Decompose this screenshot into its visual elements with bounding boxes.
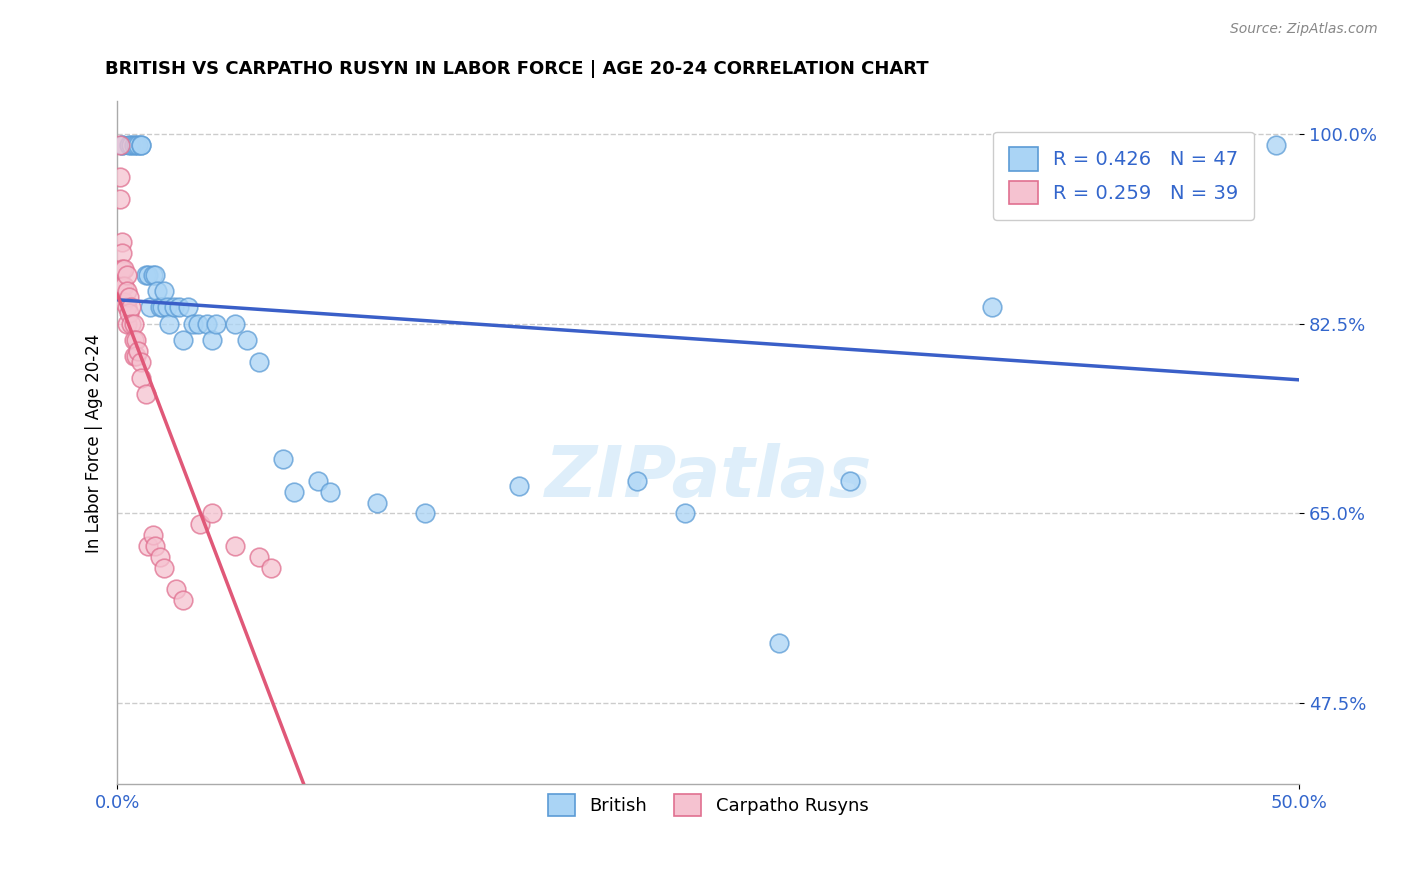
Text: Source: ZipAtlas.com: Source: ZipAtlas.com <box>1230 22 1378 37</box>
Point <box>111 246 134 260</box>
Point <box>163 301 186 315</box>
Point <box>149 301 172 315</box>
Point <box>118 289 141 303</box>
Point <box>122 349 145 363</box>
Point <box>307 474 329 488</box>
Point <box>120 137 142 152</box>
Point <box>224 317 246 331</box>
Point <box>118 137 141 152</box>
Point <box>366 495 388 509</box>
Point <box>108 137 131 152</box>
Point <box>181 317 204 331</box>
Point <box>122 333 145 347</box>
Point <box>129 137 152 152</box>
Point <box>111 262 134 277</box>
Point <box>129 371 152 385</box>
Point <box>157 317 180 331</box>
Point <box>236 333 259 347</box>
Point <box>142 528 165 542</box>
Point <box>188 517 211 532</box>
Point <box>125 349 148 363</box>
Point <box>111 235 134 250</box>
Legend: British, Carpatho Rusyns: British, Carpatho Rusyns <box>541 787 876 823</box>
Point <box>139 301 162 315</box>
Point <box>768 636 790 650</box>
Point <box>153 560 176 574</box>
Point <box>205 317 228 331</box>
Point <box>135 387 157 401</box>
Point <box>150 301 173 315</box>
Point <box>118 306 141 320</box>
Point <box>115 317 138 331</box>
Point <box>195 317 218 331</box>
Point <box>153 284 176 298</box>
Point <box>271 452 294 467</box>
Point <box>508 479 530 493</box>
Y-axis label: In Labor Force | Age 20-24: In Labor Force | Age 20-24 <box>86 334 103 552</box>
Point <box>167 301 190 315</box>
Point <box>127 137 149 152</box>
Point <box>146 284 169 298</box>
Point <box>224 539 246 553</box>
Point <box>111 137 134 152</box>
Point <box>177 301 200 315</box>
Point <box>839 474 862 488</box>
Point <box>122 137 145 152</box>
Point <box>111 278 134 293</box>
Point <box>112 262 135 277</box>
Point <box>120 301 142 315</box>
Point <box>112 278 135 293</box>
Point <box>319 484 342 499</box>
Point <box>283 484 305 499</box>
Point <box>125 137 148 152</box>
Point <box>413 507 436 521</box>
Point <box>136 539 159 553</box>
Point <box>143 268 166 282</box>
Point <box>120 317 142 331</box>
Point <box>247 549 270 564</box>
Point <box>172 593 194 607</box>
Point <box>156 301 179 315</box>
Point <box>247 354 270 368</box>
Point <box>1264 137 1286 152</box>
Point <box>673 507 696 521</box>
Point <box>108 170 131 185</box>
Point <box>260 560 283 574</box>
Text: BRITISH VS CARPATHO RUSYN IN LABOR FORCE | AGE 20-24 CORRELATION CHART: BRITISH VS CARPATHO RUSYN IN LABOR FORCE… <box>105 60 929 78</box>
Point <box>129 137 152 152</box>
Point <box>201 507 224 521</box>
Point <box>149 549 172 564</box>
Point <box>125 333 148 347</box>
Point <box>136 268 159 282</box>
Point <box>115 284 138 298</box>
Point <box>143 539 166 553</box>
Point <box>135 268 157 282</box>
Point <box>1122 160 1144 174</box>
Point <box>980 301 1002 315</box>
Point <box>108 192 131 206</box>
Point <box>122 317 145 331</box>
Point <box>201 333 224 347</box>
Point <box>115 301 138 315</box>
Point <box>115 268 138 282</box>
Point <box>111 137 134 152</box>
Point <box>142 268 165 282</box>
Point <box>165 582 187 597</box>
Point <box>127 343 149 358</box>
Point <box>187 317 209 331</box>
Point <box>172 333 194 347</box>
Text: ZIPatlas: ZIPatlas <box>544 442 872 511</box>
Point <box>626 474 648 488</box>
Point <box>112 295 135 310</box>
Point <box>129 354 152 368</box>
Point <box>1194 137 1216 152</box>
